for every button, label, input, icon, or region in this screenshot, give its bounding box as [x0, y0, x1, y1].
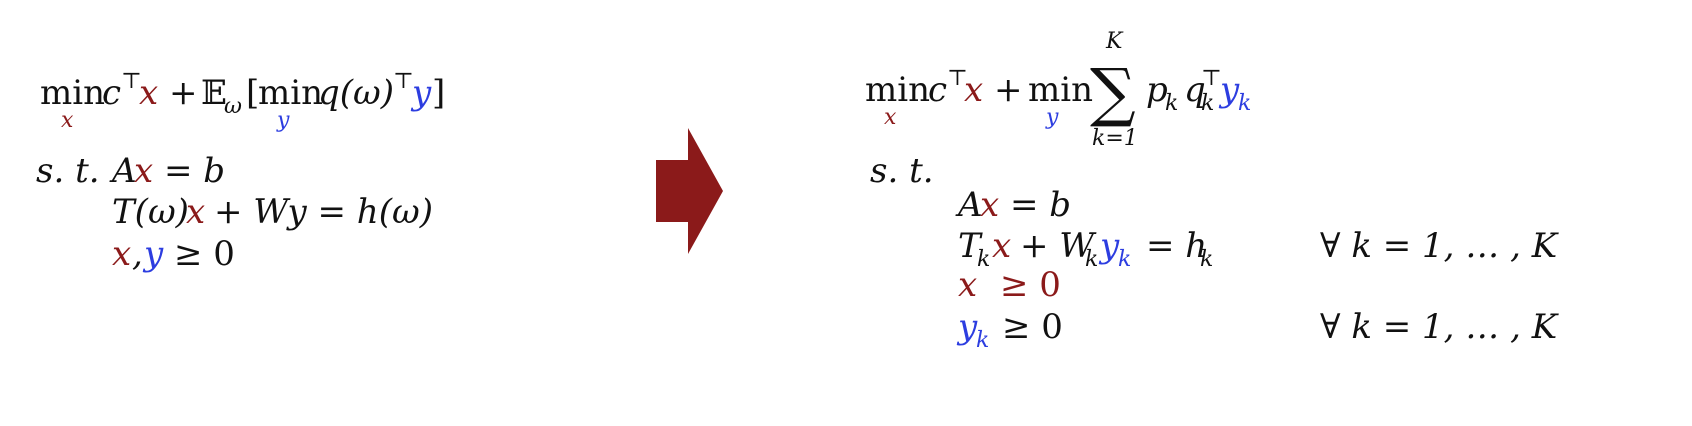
left-constraint-3: x , y ≥ 0 — [112, 234, 235, 274]
right-c2-h-subscript: k — [1200, 247, 1213, 272]
right-sum-lower-limit: k=1 — [1092, 126, 1138, 151]
left-formulation: min x c ⊤ x + 𝔼 ω [ min y q(ω) ⊤ y ] s. … — [36, 69, 445, 274]
left-objective-y: y — [410, 73, 432, 113]
left-c3-x: x — [112, 234, 131, 274]
left-st-label: s. t. — [36, 151, 100, 191]
left-c1-A: A — [109, 151, 137, 191]
right-q-subscript: k — [1201, 91, 1214, 116]
right-objective: min x c ⊤ x + min y K ∑ k=1 p k q ⊤ k y … — [865, 29, 1251, 151]
left-min-operator: min — [40, 73, 105, 113]
right-c2-y: y — [1098, 226, 1120, 266]
right-c1-rhs: = b — [1010, 185, 1071, 225]
left-c3-rhs: ≥ 0 — [174, 234, 235, 274]
right-arrow-icon — [656, 128, 723, 254]
right-c2-T-subscript: k — [977, 247, 990, 272]
right-c1-A: A — [955, 185, 983, 225]
right-inner-min: min — [1028, 70, 1093, 110]
right-c2-W-subscript: k — [1085, 247, 1098, 272]
left-expectation-subscript: ω — [224, 94, 242, 119]
right-c2-forall: ∀ k = 1, … , K — [1320, 226, 1560, 266]
right-c4-y-subscript: k — [976, 328, 989, 353]
right-c3-rhs: ≥ 0 — [1000, 265, 1061, 305]
left-q-omega: q(ω) — [318, 73, 394, 113]
left-c1-rhs: = b — [164, 151, 225, 191]
right-c4-y: y — [956, 307, 978, 347]
right-formulation: min x c ⊤ x + min y K ∑ k=1 p k q ⊤ k y … — [865, 29, 1560, 353]
left-inner-min-subscript: y — [276, 108, 290, 133]
right-objective-x: x — [964, 70, 983, 110]
right-constraint-3: x ≥ 0 — [958, 265, 1061, 305]
left-close-bracket: ] — [432, 73, 445, 113]
left-objective-x: x — [139, 73, 158, 113]
right-c2-eq-h: = h — [1146, 226, 1207, 266]
right-c2-x: x — [992, 226, 1011, 266]
right-objective-y: y — [1218, 70, 1240, 110]
left-inner-min: min — [258, 73, 323, 113]
right-min-operator: min — [865, 70, 930, 110]
left-constraint-1: A x = b — [109, 151, 225, 191]
left-min-subscript: x — [61, 108, 74, 133]
left-objective: min x c ⊤ x + 𝔼 ω [ min y q(ω) ⊤ y ] — [40, 69, 445, 133]
right-p-subscript: k — [1165, 91, 1178, 116]
right-c: c — [928, 70, 947, 110]
left-c1-x: x — [134, 151, 153, 191]
right-c4-rhs: ≥ 0 — [1002, 307, 1063, 347]
right-sum-symbol: ∑ — [1090, 56, 1136, 130]
right-inner-min-subscript: y — [1045, 105, 1059, 130]
left-c2-x: x — [186, 192, 205, 232]
right-c2-y-subscript: k — [1118, 247, 1131, 272]
right-c1-x: x — [980, 185, 999, 225]
left-q-transpose: ⊤ — [393, 69, 414, 94]
right-st-label: s. t. — [870, 151, 934, 191]
left-constraint-2: T(ω) x + Wy = h(ω) — [112, 192, 433, 232]
left-c2-T: T(ω) — [112, 192, 189, 232]
right-c4-forall: ∀ k = 1, … , K — [1320, 307, 1560, 347]
right-min-subscript: x — [884, 105, 897, 130]
left-c: c — [102, 73, 121, 113]
right-objective-y-subscript: k — [1238, 91, 1251, 116]
right-plus: + — [994, 70, 1023, 110]
right-sum-upper-limit: K — [1105, 29, 1124, 54]
right-constraint-4: y k ≥ 0 ∀ k = 1, … , K — [956, 307, 1560, 353]
left-c2-rhs: + Wy = h(ω) — [214, 192, 433, 232]
right-constraint-1: A x = b — [955, 185, 1071, 225]
left-c3-y: y — [142, 234, 164, 274]
right-c3-x: x — [958, 265, 977, 305]
right-q-transpose: ⊤ — [1201, 66, 1222, 91]
left-c3-comma: , — [132, 234, 143, 274]
left-plus: + — [169, 73, 198, 113]
